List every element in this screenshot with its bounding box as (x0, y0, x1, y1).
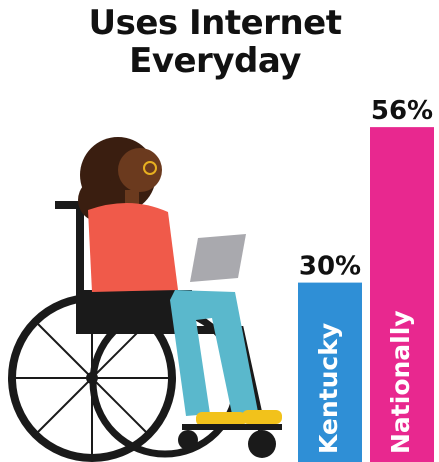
shirt (88, 202, 178, 292)
value-label: 56% (371, 96, 433, 126)
pants (170, 290, 258, 416)
value-label: 30% (299, 252, 361, 282)
glasses (143, 161, 157, 175)
bar (298, 282, 362, 462)
category-label: Kentucky (314, 323, 343, 454)
shoe (242, 410, 282, 424)
chart-title: Uses Internet Everyday (88, 3, 342, 81)
face (118, 148, 162, 192)
category-label: Nationally (386, 310, 415, 454)
neck (125, 190, 139, 206)
caster (248, 430, 276, 458)
shoe (196, 412, 246, 426)
illustration (8, 137, 282, 462)
caster (178, 430, 198, 450)
footrest (182, 424, 282, 430)
laptop (190, 234, 246, 282)
bar (370, 127, 434, 462)
